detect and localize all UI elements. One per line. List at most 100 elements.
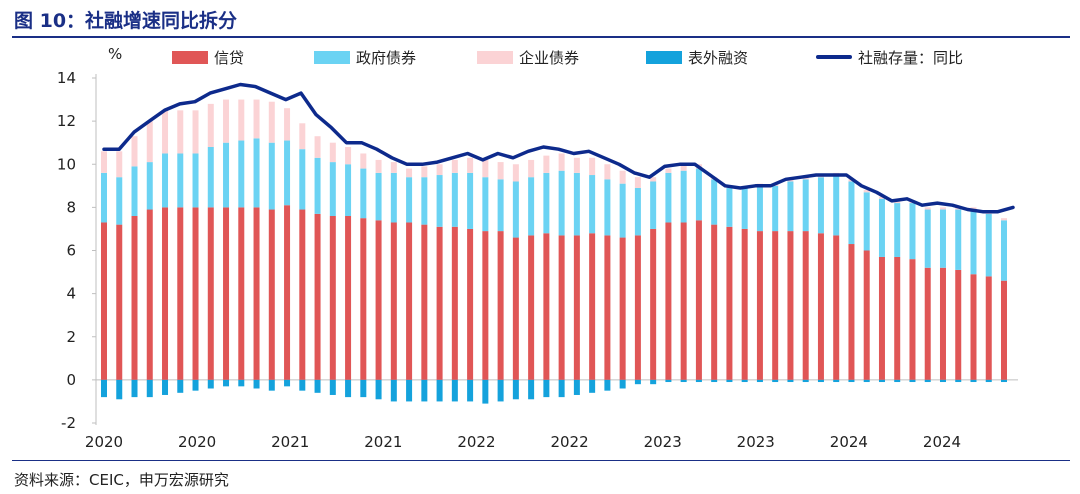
- bar-biaowai: [848, 379, 855, 383]
- bar-zhengfu: [390, 172, 397, 223]
- bar-biaowai: [497, 379, 504, 402]
- bar-qiye: [528, 159, 535, 178]
- bar-zhengfu: [924, 209, 931, 268]
- bar-zhengfu: [817, 177, 824, 234]
- bar-xindai: [741, 228, 748, 380]
- bar-zhengfu: [695, 168, 702, 221]
- legend-item-xindai: 信贷: [172, 47, 244, 67]
- bar-xindai: [558, 235, 565, 380]
- bar-zhengfu: [116, 177, 123, 225]
- chart-title: 图 10：社融增速同比拆分: [14, 10, 238, 32]
- bar-biaowai: [467, 379, 474, 402]
- bar-xindai: [497, 231, 504, 380]
- bar-zhengfu: [1001, 220, 1007, 281]
- bar-qiye: [634, 177, 641, 188]
- bar-biaowai: [543, 379, 550, 398]
- legend-item-biaowai: 表外融资: [646, 47, 748, 67]
- bar-biaowai: [238, 379, 245, 387]
- bar-xindai: [787, 231, 794, 380]
- legend-swatch-qiye: [477, 50, 513, 64]
- bar-zhengfu: [192, 153, 199, 208]
- bar-zhengfu: [512, 181, 519, 238]
- bar-qiye: [939, 207, 946, 210]
- bar-qiye: [192, 110, 199, 154]
- bar-xindai: [299, 209, 306, 380]
- bar-biaowai: [390, 379, 397, 402]
- y-tick-label: 14: [57, 69, 76, 87]
- line-shrong: [102, 82, 1015, 214]
- bar-biaowai: [772, 379, 779, 383]
- bar-qiye: [573, 157, 580, 173]
- bar-zhengfu: [558, 170, 565, 236]
- bar-zhengfu: [467, 172, 474, 229]
- x-tick-label: 2024: [923, 433, 961, 451]
- bar-xindai: [451, 226, 458, 380]
- bar-biaowai: [512, 379, 519, 400]
- x-tick-label: 2020: [178, 433, 216, 451]
- footer-rule: [12, 460, 1070, 461]
- bar-qiye: [345, 147, 352, 165]
- bar-qiye: [329, 142, 336, 163]
- bar-zhengfu: [223, 142, 230, 208]
- legend-label-qiye: 企业债券: [519, 48, 580, 67]
- bar-zhengfu: [101, 172, 107, 223]
- bar-xindai: [634, 235, 641, 380]
- bar-qiye: [116, 151, 123, 178]
- bar-xindai: [909, 259, 916, 380]
- bar-qiye: [558, 153, 565, 171]
- bar-zhengfu: [406, 177, 413, 223]
- bar-zhengfu: [985, 213, 992, 277]
- bar-xindai: [314, 213, 321, 380]
- x-tick-label: 2023: [644, 433, 682, 451]
- bar-xindai: [101, 222, 107, 380]
- bar-xindai: [985, 276, 992, 380]
- bar-biaowai: [1001, 379, 1007, 383]
- y-tick-label: 6: [66, 242, 76, 260]
- bar-biaowai: [207, 379, 214, 389]
- bar-qiye: [314, 136, 321, 158]
- bar-xindai: [543, 233, 550, 380]
- bar-biaowai: [421, 379, 428, 402]
- bar-biaowai: [817, 379, 824, 383]
- x-tick-label: 2023: [737, 433, 775, 451]
- y-tick-label: -2: [61, 414, 76, 432]
- bar-biaowai: [939, 379, 946, 383]
- bar-xindai: [711, 224, 718, 380]
- bar-xindai: [512, 237, 519, 380]
- bar-biaowai: [314, 379, 321, 393]
- bar-qiye: [604, 164, 611, 180]
- bar-zhengfu: [253, 138, 260, 208]
- bar-xindai: [848, 244, 855, 380]
- bar-xindai: [116, 224, 123, 380]
- bar-zhengfu: [177, 153, 184, 208]
- x-tick-label: 2020: [85, 433, 123, 451]
- bar-biaowai: [756, 379, 763, 383]
- bar-xindai: [695, 220, 702, 380]
- x-tick-label: 2021: [364, 433, 402, 451]
- y-tick-label: 8: [66, 198, 76, 216]
- bar-xindai: [238, 207, 245, 380]
- y-tick-label: 2: [66, 328, 76, 346]
- x-tick-label: 2024: [830, 433, 868, 451]
- bar-biaowai: [268, 379, 275, 391]
- y-tick-label: 4: [66, 285, 76, 303]
- bar-qiye: [360, 153, 367, 169]
- bar-xindai: [406, 222, 413, 380]
- bar-qiye: [146, 121, 153, 163]
- legend-label-biaowai: 表外融资: [688, 48, 749, 67]
- bar-zhengfu: [650, 181, 657, 229]
- bar-biaowai: [894, 379, 901, 383]
- bar-zhengfu: [375, 172, 382, 221]
- bar-qiye: [375, 159, 382, 173]
- bar-xindai: [604, 235, 611, 380]
- bar-biaowai: [177, 379, 184, 393]
- bar-biaowai: [909, 379, 916, 383]
- bar-biaowai: [573, 379, 580, 395]
- bar-biaowai: [253, 379, 260, 389]
- bar-qiye: [924, 207, 931, 210]
- bar-qiye: [619, 170, 626, 184]
- bar-xindai: [390, 222, 397, 380]
- bar-biaowai: [406, 379, 413, 402]
- bar-qiye: [497, 162, 504, 180]
